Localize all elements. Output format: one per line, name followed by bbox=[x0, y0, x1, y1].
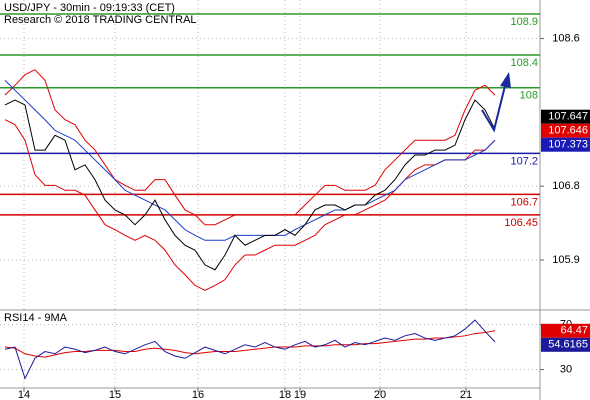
value-box-label: 64.47 bbox=[560, 325, 588, 337]
x-tick-label: 21 bbox=[460, 389, 472, 400]
series-line bbox=[4, 69, 496, 226]
series-line bbox=[4, 319, 496, 380]
level-label: 106.45 bbox=[504, 217, 538, 229]
level-label: 108.9 bbox=[510, 16, 538, 28]
y-tick-label: 108.6 bbox=[552, 32, 580, 44]
y-tick-label: 105.9 bbox=[552, 254, 580, 266]
level-label: 108.4 bbox=[510, 57, 538, 69]
chart-title: USD/JPY - 30min - 09:19:33 (CET) bbox=[4, 2, 175, 14]
level-label: 106.7 bbox=[510, 196, 538, 208]
y-tick-label: 106.8 bbox=[552, 180, 580, 192]
value-box bbox=[541, 337, 590, 352]
x-tick-label: 15 bbox=[109, 389, 121, 400]
arrow-head bbox=[500, 72, 511, 88]
forecast-arrow bbox=[481, 72, 511, 133]
labels: 14 15 16 18 19 20 21 105.9 106.8 108.6 108.9 108.4 1… bbox=[18, 16, 590, 400]
x-tick-label: 18 bbox=[279, 389, 291, 400]
x-tick-label: 16 bbox=[192, 389, 204, 400]
series-line bbox=[4, 330, 496, 358]
level-label: 108 bbox=[520, 90, 538, 102]
value-box-label: 107.373 bbox=[548, 139, 588, 151]
level-label: 107.2 bbox=[510, 155, 538, 167]
series-line bbox=[4, 99, 496, 271]
chart-subtitle: Research © 2018 TRADING CENTRAL bbox=[4, 14, 197, 26]
value-box-label: 107.647 bbox=[548, 111, 588, 123]
value-box bbox=[541, 109, 590, 124]
arrow-line bbox=[481, 81, 507, 133]
value-box bbox=[541, 137, 590, 152]
y-tick-label: 30 bbox=[560, 363, 572, 375]
x-tick-label: 14 bbox=[18, 389, 30, 400]
panel-title: RSI14 - 9MA bbox=[4, 312, 68, 324]
value-box-label: 107.646 bbox=[548, 125, 588, 137]
series-line bbox=[4, 80, 496, 241]
x-tick-label: 20 bbox=[374, 389, 386, 400]
value-box-label: 54.6165 bbox=[548, 339, 588, 351]
x-tick-label: 19 bbox=[294, 389, 306, 400]
value-box bbox=[541, 123, 590, 138]
plot bbox=[0, 0, 544, 392]
series-line bbox=[4, 119, 496, 291]
value-box bbox=[541, 323, 590, 338]
